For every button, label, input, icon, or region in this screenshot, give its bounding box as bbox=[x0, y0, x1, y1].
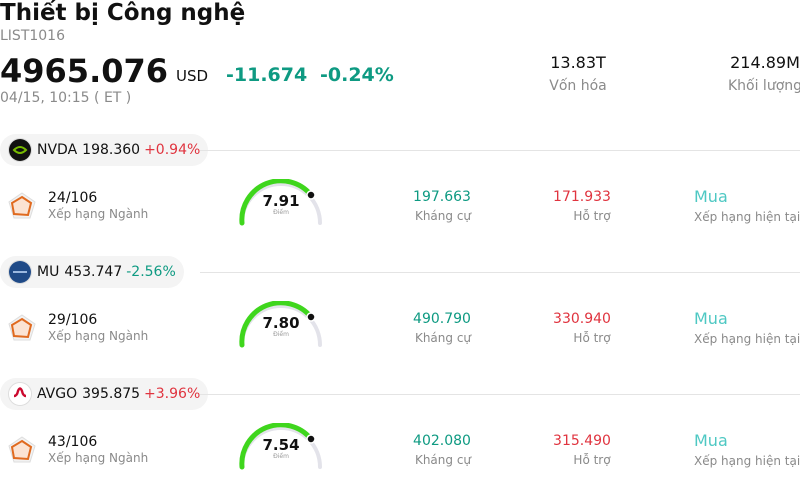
logo bbox=[8, 138, 32, 162]
rating-label: Xếp hạng hiện tại bbox=[694, 332, 800, 346]
resistance: 197.663 bbox=[413, 189, 471, 205]
support: 315.490 bbox=[553, 433, 611, 449]
score-label: Điểm bbox=[273, 453, 289, 460]
rating: Mua bbox=[694, 431, 728, 450]
rating: Mua bbox=[694, 309, 728, 328]
ticker: MU bbox=[37, 264, 60, 280]
gauge bbox=[239, 178, 322, 226]
divider bbox=[200, 150, 800, 151]
score-gauge bbox=[236, 300, 328, 351]
stock-logo bbox=[8, 260, 32, 284]
score-label: Điểm bbox=[273, 331, 289, 338]
change-percent: -0.24% bbox=[320, 64, 394, 86]
stat-value: 214.89M bbox=[730, 53, 800, 72]
rank-icon bbox=[8, 436, 36, 464]
score: 7.91 bbox=[262, 192, 300, 210]
support: 171.933 bbox=[553, 189, 611, 205]
resistance: 490.790 bbox=[413, 311, 471, 327]
gauge bbox=[239, 300, 322, 348]
score: 7.54 bbox=[262, 436, 300, 454]
currency: USD bbox=[176, 67, 209, 85]
rating: Mua bbox=[694, 187, 728, 206]
resistance: 402.080 bbox=[413, 433, 471, 449]
rating-label: Xếp hạng hiện tại bbox=[694, 454, 800, 468]
stock-pill[interactable]: NVDA 198.360 +0.94% bbox=[0, 134, 209, 166]
index-price: 4965.076 bbox=[0, 52, 169, 90]
stock-pill[interactable]: MU 453.747 -2.56% bbox=[0, 256, 184, 288]
timestamp: 04/15, 10:15 ( ET ) bbox=[0, 90, 132, 106]
rank: 29/106 bbox=[48, 312, 98, 328]
score-gauge bbox=[236, 422, 328, 473]
ticker: AVGO bbox=[37, 386, 78, 402]
stock-change: -2.56% bbox=[126, 264, 176, 280]
rating-label: Xếp hạng hiện tại bbox=[694, 210, 800, 224]
pentagon bbox=[8, 314, 36, 341]
pentagon bbox=[8, 192, 36, 219]
resistance-label: Kháng cự bbox=[414, 209, 472, 223]
stock-pill[interactable]: AVGO 395.875 +3.96% bbox=[0, 378, 209, 410]
stock-change: +0.94% bbox=[144, 142, 201, 158]
support-label: Hỗ trợ bbox=[573, 331, 611, 345]
rank-label: Xếp hạng Ngành bbox=[48, 329, 149, 343]
score-label: Điểm bbox=[273, 209, 289, 216]
score-gauge bbox=[236, 178, 328, 229]
rank: 43/106 bbox=[48, 434, 98, 450]
stock-price: 395.875 bbox=[82, 386, 141, 402]
support-label: Hỗ trợ bbox=[573, 209, 611, 223]
stock-price: 453.747 bbox=[64, 264, 123, 280]
rank-label: Xếp hạng Ngành bbox=[48, 451, 149, 465]
resistance-label: Kháng cự bbox=[414, 331, 472, 345]
ticker: NVDA bbox=[37, 142, 78, 158]
change: -11.674 bbox=[226, 64, 308, 86]
pentagon bbox=[8, 436, 36, 463]
score: 7.80 bbox=[262, 314, 300, 332]
resistance-label: Kháng cự bbox=[414, 453, 472, 467]
rank: 24/106 bbox=[48, 190, 98, 206]
logo bbox=[8, 260, 32, 284]
stat-label: Vốn hóa bbox=[549, 78, 607, 94]
divider bbox=[200, 394, 800, 395]
support: 330.940 bbox=[553, 311, 611, 327]
support-label: Hỗ trợ bbox=[573, 453, 611, 467]
stock-logo bbox=[8, 138, 32, 162]
stock-logo bbox=[8, 382, 32, 406]
list-code: LIST1016 bbox=[0, 28, 65, 44]
rank-icon bbox=[8, 314, 36, 342]
stat-label: Khối lượng bbox=[727, 78, 800, 94]
logo bbox=[8, 382, 32, 406]
stock-change: +3.96% bbox=[144, 386, 201, 402]
stat-value: 13.83T bbox=[550, 53, 606, 72]
title: Thiết bị Công nghệ bbox=[0, 0, 246, 26]
stock-price: 198.360 bbox=[82, 142, 141, 158]
divider bbox=[200, 272, 800, 273]
rank-icon bbox=[8, 192, 36, 220]
rank-label: Xếp hạng Ngành bbox=[48, 207, 149, 221]
gauge bbox=[239, 422, 322, 470]
